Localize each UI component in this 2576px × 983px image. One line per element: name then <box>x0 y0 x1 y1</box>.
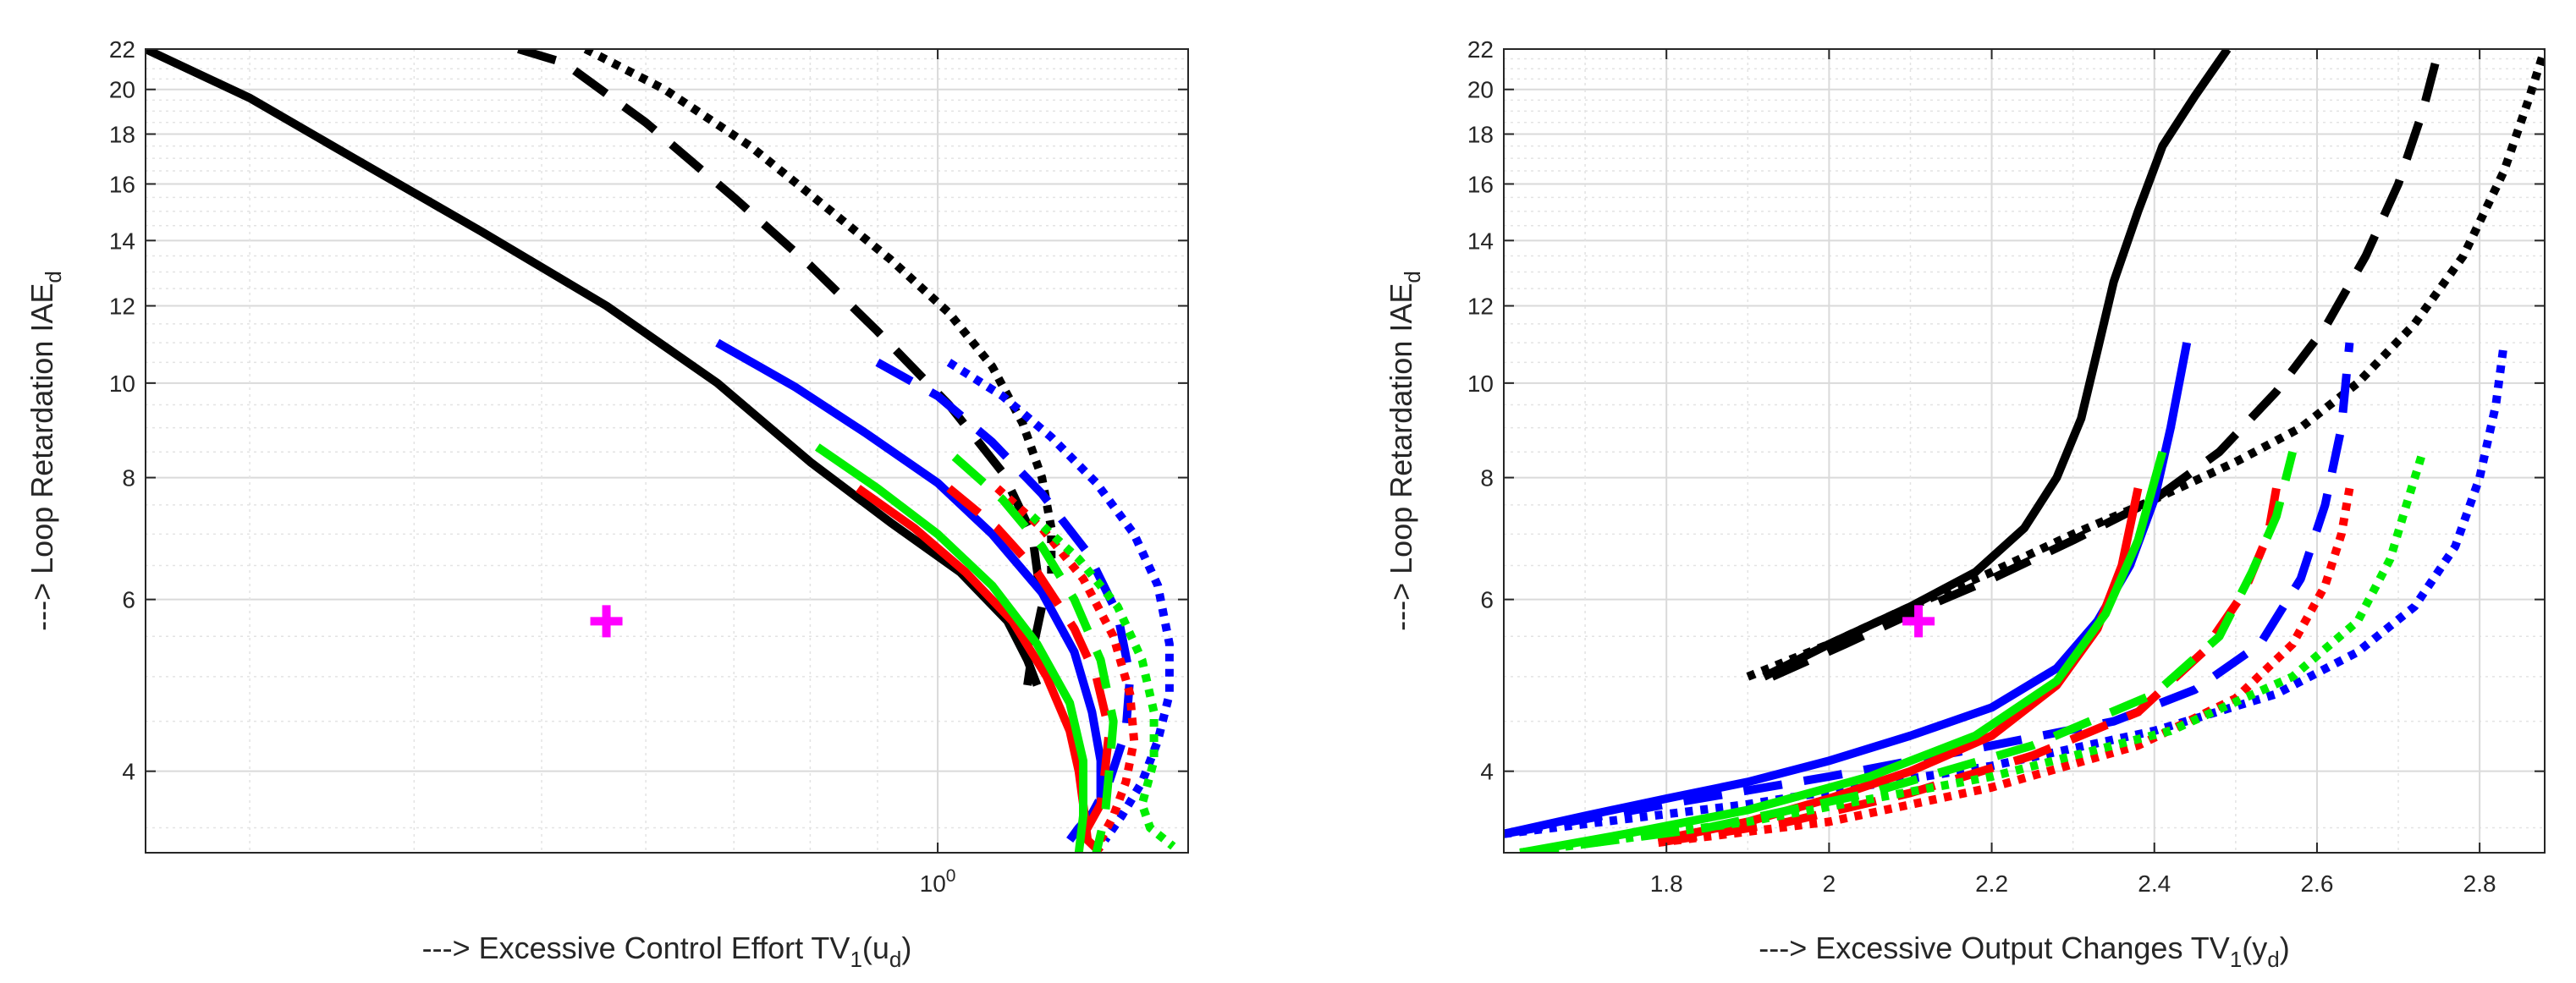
grid-lines <box>1504 48 2545 853</box>
y-tick-label: 4 <box>1480 759 1494 785</box>
y-ticks: 4 6 8 10 12 14 16 18 20 22 <box>109 36 1188 785</box>
y-tick-label: 18 <box>1467 121 1494 147</box>
series-line-green-dotted <box>1029 513 1176 850</box>
y-tick-label: 18 <box>109 121 135 147</box>
series-line-black-solid <box>1762 49 2232 681</box>
series-line-blue-dotted <box>946 359 1174 843</box>
axes-box <box>145 48 1189 854</box>
y-tick-label: 22 <box>109 36 135 63</box>
y-tick-label: 16 <box>1467 171 1494 197</box>
axes-box <box>1503 48 2546 854</box>
x-ticks: 1.8 2 2.2 2.4 2.6 2.8 <box>1650 49 2496 897</box>
series-line-green-solid <box>1519 450 2167 853</box>
y-tick-label: 12 <box>1467 294 1494 320</box>
series-line-black-dashed <box>1770 49 2443 681</box>
x-tick-label: 2 <box>1823 870 1836 897</box>
left-plot: 4 6 8 10 12 14 16 18 20 22 100 ---> Excessive Contr… <box>25 36 1189 972</box>
y-tick-label: 22 <box>1467 36 1494 63</box>
y-tick-label: 8 <box>1480 465 1494 492</box>
y-tick-label: 4 <box>122 759 135 785</box>
x-tick-label: 2.6 <box>2300 870 2333 897</box>
y-axis-label: ---> Loop Retardation IAEd <box>1384 271 1425 631</box>
right-plot: 4 6 8 10 12 14 16 18 20 22 1.8 2 2.2 2.4 2.6 2.8 ---> Ex… <box>1384 36 2546 972</box>
series-group <box>1504 49 2545 853</box>
series-line-blue-dashed <box>1504 342 2354 838</box>
x-tick-label: 100 <box>920 866 956 897</box>
y-tick-label: 14 <box>1467 228 1494 254</box>
y-tick-label: 10 <box>1467 371 1494 397</box>
series-line-red-dashed <box>946 485 1114 843</box>
y-ticks: 4 6 8 10 12 14 16 18 20 22 <box>1467 36 2545 785</box>
series-line-green-solid <box>814 443 1087 853</box>
x-tick-label: 2.2 <box>1975 870 2008 897</box>
series-group <box>146 49 1176 853</box>
y-tick-label: 20 <box>1467 77 1494 103</box>
y-tick-label: 6 <box>122 587 135 613</box>
series-line-black-dashed <box>517 49 1047 686</box>
y-tick-label: 12 <box>109 294 135 320</box>
series-line-green-dashed <box>951 453 1118 853</box>
x-tick-label: 2.8 <box>2463 870 2496 897</box>
x-axis-label: ---> Excessive Output Changes TV1(yd) <box>1759 931 2290 972</box>
series-line-red-dashed <box>1657 487 2281 847</box>
series-line-blue-solid <box>715 338 1105 843</box>
y-tick-label: 20 <box>109 77 135 103</box>
series-line-blue-dotted <box>1504 342 2508 838</box>
y-tick-label: 10 <box>109 371 135 397</box>
reference-point-marker <box>1902 605 1935 638</box>
y-tick-label: 8 <box>122 465 135 492</box>
series-line-black-solid <box>146 49 1042 687</box>
series-line-blue-solid <box>1504 342 2192 838</box>
series-line-green-dotted <box>1519 450 2427 853</box>
series-line-red-dotted <box>994 485 1139 843</box>
x-ticks: 100 <box>920 49 956 897</box>
y-tick-label: 16 <box>109 171 135 197</box>
series-line-red-solid <box>856 485 1104 853</box>
series-line-black-dotted <box>1746 49 2545 681</box>
x-tick-label: 2.4 <box>2138 870 2171 897</box>
y-tick-label: 14 <box>109 228 135 254</box>
x-tick-label: 1.8 <box>1650 870 1683 897</box>
y-tick-label: 6 <box>1480 587 1494 613</box>
x-axis-label: ---> Excessive Control Effort TV1(ud) <box>422 931 912 972</box>
y-axis-label: ---> Loop Retardation IAEd <box>25 271 66 631</box>
reference-point-marker <box>590 605 623 638</box>
